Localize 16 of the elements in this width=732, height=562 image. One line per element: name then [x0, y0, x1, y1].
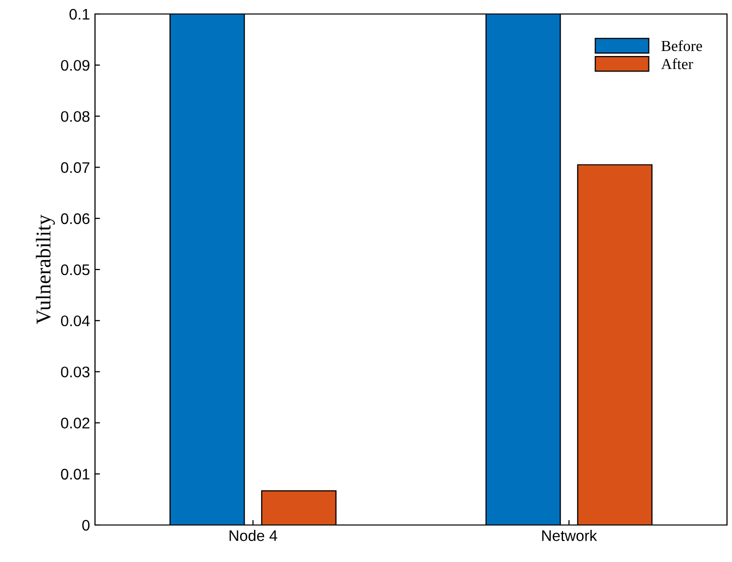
y-tick-label: 0.09 — [61, 60, 90, 71]
y-tick-label: 0.03 — [61, 366, 90, 378]
y-tick-label: 0.01 — [61, 468, 90, 480]
y-tick-label: 0.06 — [61, 213, 90, 224]
y-tick-label: 0.05 — [61, 264, 90, 276]
y-tick-label: 0.04 — [61, 315, 90, 326]
x-tick-label: Network — [542, 530, 598, 542]
y-tick-label: 0.08 — [61, 111, 90, 122]
y-tick-label: 0.1 — [70, 8, 90, 20]
y-tick-label: 0.02 — [61, 418, 90, 428]
x-tick-label: Node 4 — [230, 530, 278, 542]
y-tick-label: 0.07 — [61, 162, 90, 173]
legend-label: After — [661, 58, 694, 70]
y-axis-title: Vulnerability — [36, 214, 55, 324]
y-tick-label: 0 — [82, 520, 90, 531]
legend-label: Before — [661, 40, 702, 52]
